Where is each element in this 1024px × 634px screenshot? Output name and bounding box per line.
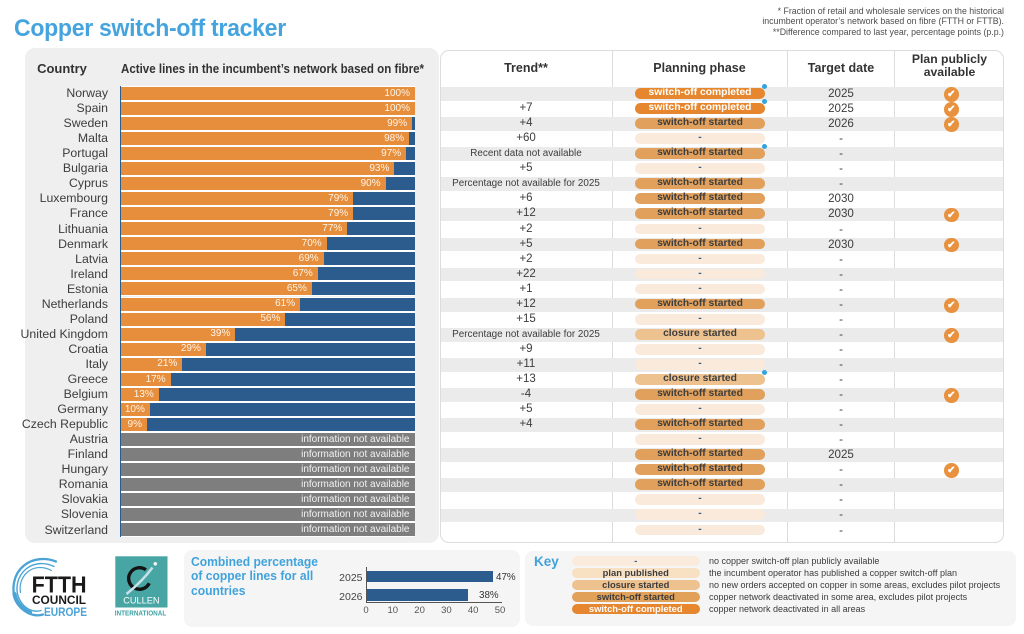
- svg-text:FTTH: FTTH: [32, 572, 87, 598]
- svg-text:INTERNATIONAL: INTERNATIONAL: [115, 609, 167, 618]
- svg-text:COUNCIL: COUNCIL: [32, 593, 86, 607]
- svg-text:CULLEN: CULLEN: [123, 596, 160, 607]
- svg-text:EUROPE: EUROPE: [44, 607, 87, 619]
